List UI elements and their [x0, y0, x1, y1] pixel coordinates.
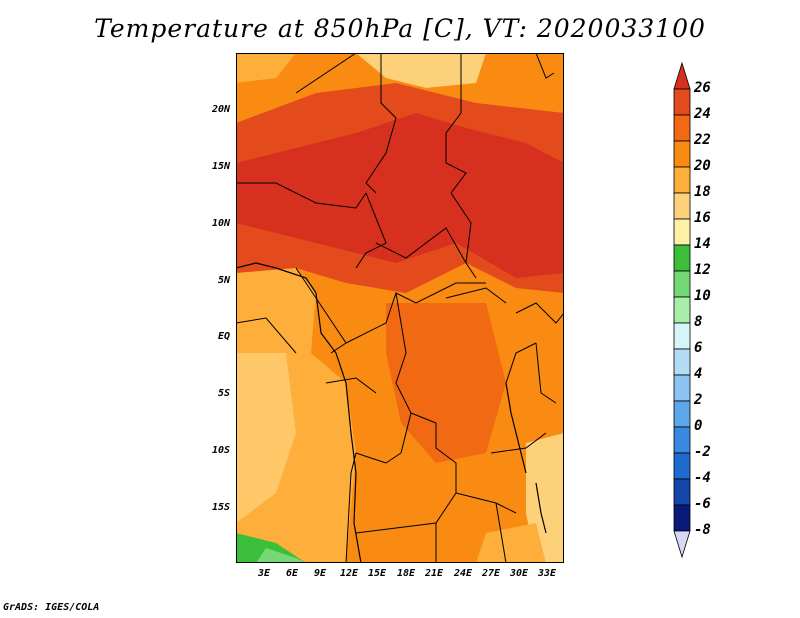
lon-label: 18E [396, 568, 416, 579]
lon-label: 12E [339, 568, 359, 579]
colorbar-label: 4 [694, 366, 703, 382]
colorbar-bottom-triangle [673, 530, 691, 559]
lon-label: 3E [257, 568, 271, 579]
lon-label: 9E [313, 568, 327, 579]
colorbar-label: -6 [694, 496, 711, 512]
colorbar-segment [673, 192, 691, 220]
temperature-field [236, 53, 564, 563]
colorbar-segment [673, 114, 691, 142]
colorbar-segment [673, 400, 691, 428]
lat-label: 5S [217, 388, 230, 399]
colorbar-top-triangle [673, 61, 691, 90]
colorbar-label: -4 [694, 470, 711, 486]
colorbar-segment [673, 218, 691, 246]
map-title: Temperature at 850hPa [C], VT: 202003310… [94, 14, 706, 43]
colorbar-segment [673, 504, 691, 532]
colorbar-label: 16 [694, 210, 711, 226]
colorbar-segment [673, 270, 691, 298]
colorbar-label: 20 [694, 158, 711, 174]
colorbar-label: 12 [694, 262, 711, 278]
lat-label: 10S [211, 445, 230, 456]
colorbar-segment [673, 426, 691, 454]
colorbar-label: 8 [694, 314, 703, 330]
colorbar-label: 14 [694, 236, 711, 252]
lon-label: 15E [367, 568, 387, 579]
lon-label: 24E [453, 568, 473, 579]
colorbar-segment [673, 140, 691, 168]
colorbar-label: 22 [694, 132, 711, 148]
colorbar-segment [673, 374, 691, 402]
credit-text: GrADS: IGES/COLA [3, 602, 100, 613]
colorbar-segment [673, 478, 691, 506]
lat-label: 10N [211, 218, 230, 229]
map-panel [236, 53, 564, 563]
colorbar-segment [673, 166, 691, 194]
lat-label: EQ [217, 331, 230, 342]
lon-label: 21E [424, 568, 444, 579]
colorbar-segment [673, 296, 691, 324]
colorbar-label: 0 [694, 418, 703, 434]
colorbar-segment [673, 452, 691, 480]
colorbar-label: 18 [694, 184, 711, 200]
colorbar-label: 26 [694, 80, 711, 96]
colorbar [673, 61, 691, 559]
lon-label: 6E [285, 568, 299, 579]
colorbar-segment [673, 88, 691, 116]
colorbar-label: 6 [694, 340, 703, 356]
colorbar-label: 2 [694, 392, 703, 408]
colorbar-segment [673, 244, 691, 272]
lon-label: 27E [481, 568, 501, 579]
colorbar-segment [673, 322, 691, 350]
colorbar-label: 24 [694, 106, 711, 122]
colorbar-label: -8 [694, 522, 711, 538]
lon-label: 33E [537, 568, 557, 579]
colorbar-label: -2 [694, 444, 711, 460]
lat-label: 15N [211, 161, 230, 172]
lat-label: 15S [211, 502, 230, 513]
lat-label: 5N [217, 275, 230, 286]
colorbar-segment [673, 348, 691, 376]
lat-label: 20N [211, 104, 230, 115]
colorbar-label: 10 [694, 288, 711, 304]
lon-label: 30E [509, 568, 529, 579]
